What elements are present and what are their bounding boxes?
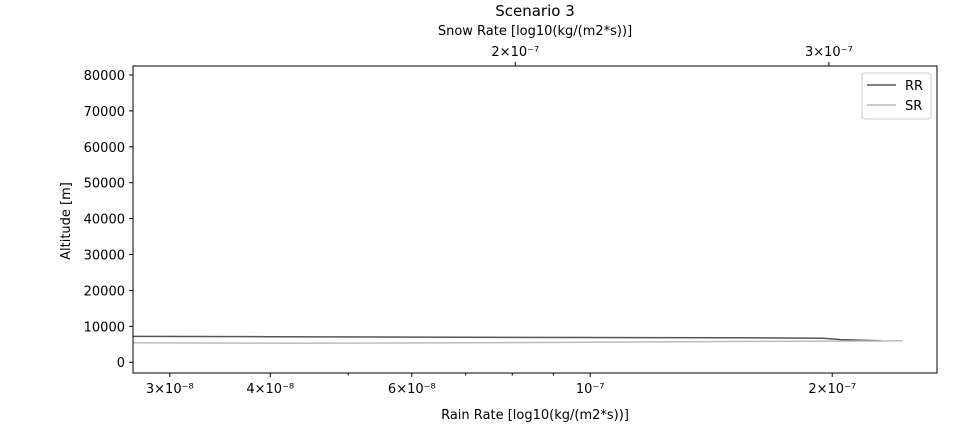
y-tick-label-1: 10000 [84, 320, 125, 335]
y-axis-label: Altitude [m] [59, 182, 74, 260]
y-tick-label-8: 80000 [84, 69, 125, 84]
top-x-axis-label: Snow Rate [log10(kg/(m2*s))] [438, 24, 632, 39]
legend: RR SR [861, 72, 932, 120]
top-x-tick-label-0: 2×10⁻⁷ [491, 45, 539, 60]
x-tick-label-0: 3×10⁻⁸ [146, 382, 194, 397]
x-tick-label-3: 10⁻⁷ [576, 382, 605, 397]
y-tick-label-4: 40000 [84, 213, 125, 228]
x-axis-label: Rain Rate [log10(kg/(m2*s))] [441, 408, 629, 423]
y-tick-label-3: 30000 [84, 249, 125, 264]
x-tick-label-1: 4×10⁻⁸ [246, 382, 294, 397]
series-line-sr [132, 339, 903, 344]
legend-label-sr: SR [905, 99, 922, 114]
y-tick-label-0: 0 [117, 356, 125, 371]
y-tick-label-5: 50000 [84, 177, 125, 192]
series-layer [132, 335, 903, 344]
x-tick-label-2: 6×10⁻⁸ [388, 382, 436, 397]
y-tick-label-6: 60000 [84, 141, 125, 156]
y-tick-label-7: 70000 [84, 105, 125, 120]
y-tick-label-2: 20000 [84, 284, 125, 299]
x-tick-label-4: 2×10⁻⁷ [808, 382, 856, 397]
chart-title: Scenario 3 [495, 2, 575, 20]
plot-frame [132, 65, 938, 374]
series-line-rr [132, 335, 882, 342]
legend-label-rr: RR [905, 79, 923, 94]
ticks-layer: 3×10⁻⁸ 4×10⁻⁸ 6×10⁻⁸ 10⁻⁷ 2×10⁻⁷ 2×10⁻⁷ 3×10⁻⁷… [84, 45, 856, 397]
top-x-tick-label-1: 3×10⁻⁷ [805, 45, 853, 60]
